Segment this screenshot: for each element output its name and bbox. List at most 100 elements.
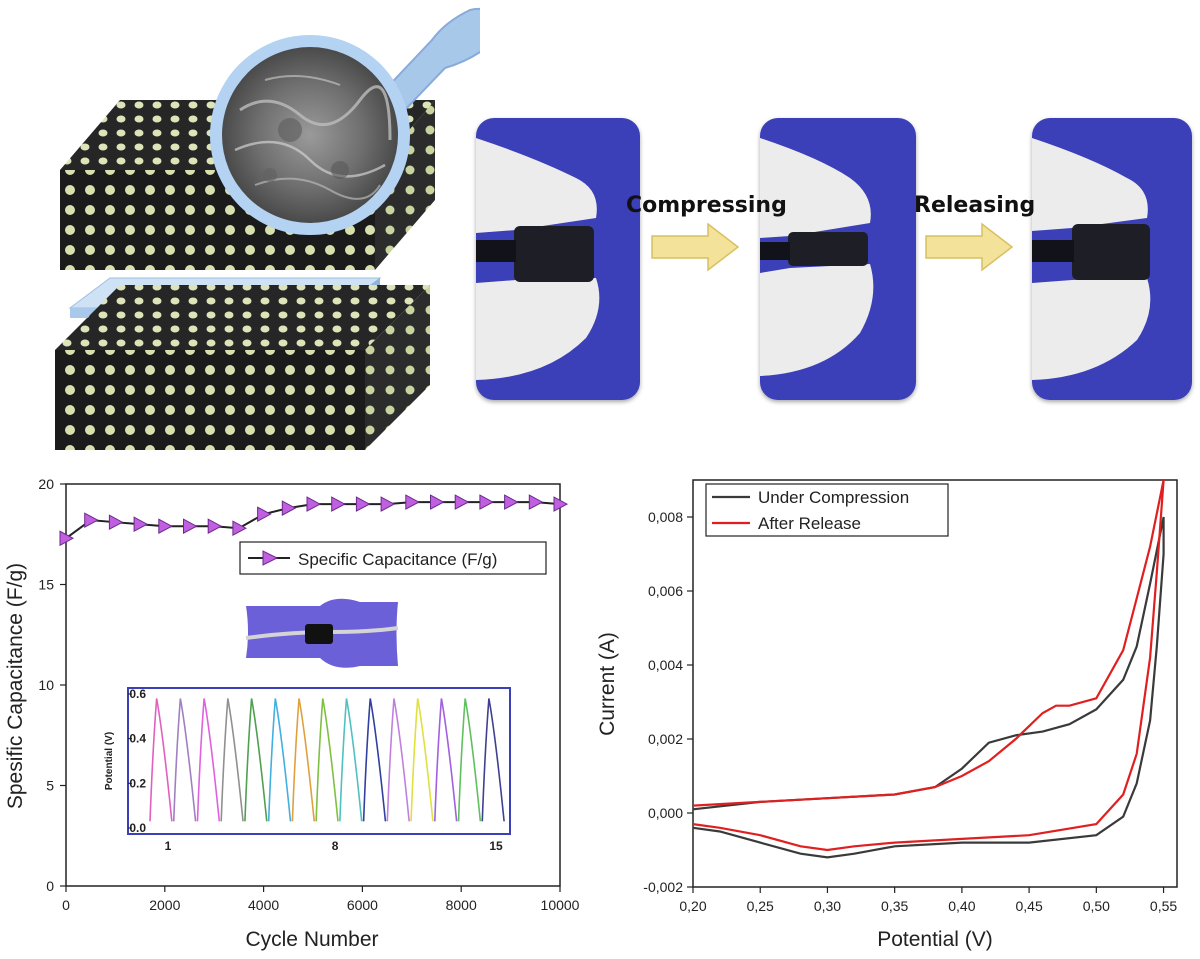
capacitance-xtick-label: 0 — [62, 897, 70, 913]
inset-ytick-label: 0.6 — [129, 687, 146, 701]
capacitance-point — [479, 494, 494, 510]
inset-xtick-label: 15 — [489, 839, 503, 853]
capacitance-point — [504, 494, 519, 510]
cv-legend-after-release: After Release — [758, 514, 861, 533]
gcd-cycle-curve — [172, 698, 197, 822]
capacitance-point — [257, 506, 272, 522]
gcd-cycle-curve — [481, 698, 505, 822]
gcd-cycle-curve — [362, 698, 387, 822]
gcd-cycle-curve — [434, 698, 458, 822]
compressing-label: Compressing — [626, 193, 787, 218]
cv-series-under-compression — [692, 516, 1165, 859]
gcd-cycle-curve — [196, 698, 221, 822]
inset-gcd-chart: 0.0 0.2 0.4 0.6 1 8 15 Potential (V) — [104, 687, 511, 853]
cv-xtick-label: 0,30 — [814, 898, 841, 914]
gcd-cycle-curve — [149, 698, 173, 822]
capacitance-ylabel: Spesific Capacitance (F/g) — [4, 563, 27, 809]
cv-xtick-label: 0,40 — [948, 898, 975, 914]
arrow-compress-icon — [651, 222, 740, 272]
cv-xtick-label: 0,45 — [1015, 898, 1042, 914]
photo-compressed — [760, 118, 916, 400]
capacitance-point — [528, 494, 544, 510]
cv-xtick-label: 0,20 — [679, 898, 706, 914]
magnifier-handle — [378, 7, 480, 117]
capacitance-xtick-label: 8000 — [446, 897, 477, 913]
capacitance-xtick-label: 2000 — [149, 897, 180, 913]
capacitance-xtick-label: 4000 — [248, 897, 279, 913]
capacitance-point — [331, 496, 346, 512]
inset-ytick-label: 0.2 — [129, 776, 146, 790]
capacitance-point — [281, 500, 297, 516]
cv-xtick-label: 0,35 — [881, 898, 908, 914]
photo-compressed-drawing — [760, 138, 874, 376]
gcd-cycle-curve — [220, 698, 244, 822]
capacitance-xlabel: Cycle Number — [245, 928, 378, 951]
capacitance-point — [108, 514, 124, 531]
gcd-cycle-curve — [386, 698, 410, 822]
device-illustration — [55, 7, 480, 450]
cv-xlabel: Potential (V) — [877, 928, 993, 951]
cv-ytick-label: 0,004 — [648, 657, 683, 673]
inset-device-photo — [245, 598, 399, 668]
inset-xtick-label: 1 — [165, 839, 172, 853]
cv-chart: 0,20 0,25 0,30 0,35 0,40 0,45 0,50 0,55 -0,002 0,… — [596, 479, 1178, 951]
cv-series-after-release — [692, 479, 1165, 852]
cv-ytick-label: 0,006 — [648, 583, 683, 599]
inset-ylabel: Potential (V) — [104, 732, 115, 790]
inset-ytick-label: 0.0 — [129, 821, 146, 835]
capacitance-xtick-label: 6000 — [347, 897, 378, 913]
capacitance-point — [158, 518, 173, 535]
capacitance-point — [207, 518, 223, 535]
capacitance-point — [355, 496, 371, 512]
capacitance-point — [405, 494, 420, 510]
capacitance-ytick-label: 20 — [38, 476, 54, 492]
capacitance-point — [306, 496, 322, 512]
capacitance-legend-label: Specific Capacitance (F/g) — [298, 550, 497, 569]
capacitance-xtick-label: 10000 — [541, 897, 580, 913]
inset-ytick-label: 0.4 — [129, 732, 146, 746]
inset-xtick-label: 8 — [332, 839, 339, 853]
cv-ytick-label: 0,008 — [648, 509, 683, 525]
releasing-label: Releasing — [914, 193, 1036, 218]
cv-xtick-label: 0,55 — [1150, 898, 1177, 914]
capacitance-point — [232, 520, 247, 537]
legend-marker-icon — [262, 550, 279, 566]
gcd-cycle-curve — [410, 698, 434, 822]
cv-legend: Under Compression After Release — [705, 483, 949, 537]
cv-plot-frame — [692, 479, 1178, 888]
cv-ytick-label: 0,002 — [648, 731, 683, 747]
cv-xtick-label: 0,25 — [747, 898, 774, 914]
gcd-cycle-curve — [339, 698, 363, 822]
gcd-cycle-curve — [267, 698, 292, 822]
cv-ytick-label: -0,002 — [643, 879, 683, 895]
capacitance-point — [84, 512, 99, 529]
capacitance-ytick-label: 0 — [46, 878, 54, 894]
capacitance-point — [454, 494, 470, 510]
capacitance-ytick-label: 15 — [38, 577, 54, 593]
photo-initial — [476, 118, 640, 400]
cv-legend-under-compression: Under Compression — [758, 488, 909, 507]
photo-initial-drawing — [476, 138, 600, 380]
capacitance-point — [430, 494, 445, 510]
capacitance-point — [183, 518, 198, 535]
bottom-electrode-block — [55, 285, 430, 450]
capacitance-point — [553, 496, 569, 512]
photo-released-drawing — [1032, 138, 1151, 380]
arrow-release-icon — [925, 222, 1014, 272]
cv-ylabel: Current (A) — [596, 632, 619, 736]
capacitance-point — [133, 516, 149, 533]
capacitance-point — [59, 530, 75, 547]
capacitance-ytick-label: 5 — [46, 778, 54, 794]
cv-ytick-label: 0,000 — [648, 805, 683, 821]
gcd-cycle-curve — [315, 698, 339, 822]
capacitance-chart: 0 2000 4000 6000 8000 10000 0 5 10 15 20 Specific … — [4, 476, 580, 951]
gcd-cycle-curve — [457, 698, 482, 822]
cv-xtick-label: 0,50 — [1083, 898, 1110, 914]
gcd-cycle-curve — [291, 698, 316, 822]
capacitance-legend: Specific Capacitance (F/g) — [239, 541, 547, 575]
photo-released — [1032, 118, 1192, 400]
capacitance-point — [380, 496, 396, 512]
gcd-cycle-curve — [244, 698, 268, 822]
sem-magnifier-lens — [210, 35, 410, 235]
capacitance-ytick-label: 10 — [38, 677, 54, 693]
